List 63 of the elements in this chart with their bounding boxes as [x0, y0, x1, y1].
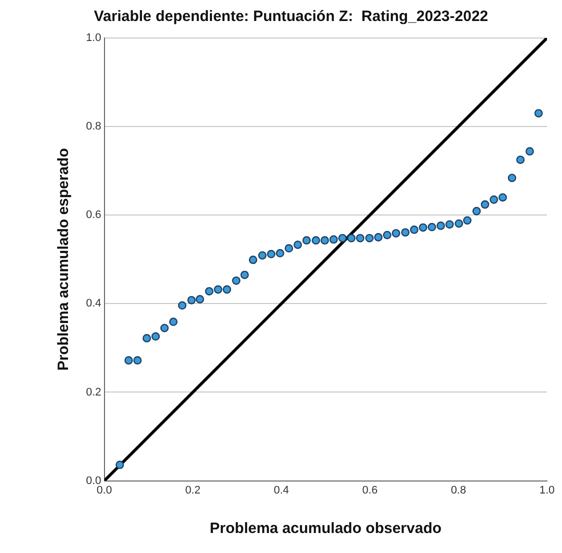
y-tick-label: 0.6 [86, 209, 102, 222]
point [365, 234, 374, 242]
point [382, 230, 392, 240]
point [418, 223, 428, 232]
point [401, 228, 410, 237]
point [151, 332, 160, 341]
point [428, 222, 436, 232]
y-tick-label: 0.4 [86, 298, 102, 310]
point [160, 324, 169, 332]
x-tick-label: 0.4 [274, 484, 290, 496]
point [472, 206, 481, 216]
y-tick-label: 0.0 [86, 474, 102, 487]
point [232, 276, 240, 285]
x-tick-label: 0.6 [362, 484, 378, 496]
point [258, 251, 267, 260]
point [498, 193, 507, 202]
x-tick-label: 0.0 [96, 484, 112, 496]
point [490, 195, 498, 204]
point [320, 236, 329, 245]
point [276, 249, 284, 258]
point [516, 156, 525, 164]
point [436, 222, 445, 230]
point [116, 460, 124, 470]
x-axis-title: Problema acumulado observado [210, 520, 442, 538]
point [374, 233, 383, 242]
point [169, 318, 178, 326]
point [329, 235, 338, 244]
y-tick-label: 0.8 [86, 120, 102, 133]
point [266, 250, 276, 258]
point [312, 236, 320, 245]
point [347, 234, 356, 242]
y-axis-title: Problema acumulado esperado [55, 148, 72, 371]
point [284, 244, 294, 253]
point [205, 287, 214, 296]
point [124, 356, 133, 365]
x-tick-label: 0.8 [450, 484, 466, 496]
point [454, 219, 464, 228]
point [302, 236, 311, 245]
y-tick-label: 1.0 [86, 32, 102, 44]
point [294, 240, 302, 249]
point [392, 229, 400, 238]
point [534, 109, 543, 118]
point [480, 200, 490, 209]
point [248, 256, 258, 264]
x-tick-label: 1.0 [539, 484, 555, 496]
point [222, 285, 232, 294]
point [196, 295, 204, 304]
point [142, 334, 151, 342]
point [410, 226, 418, 234]
point [133, 356, 142, 365]
chart-title: Variable dependiente: Puntuación Z: Rating_2023-2022 [94, 8, 488, 26]
point [187, 296, 196, 304]
point [214, 285, 222, 294]
point [463, 216, 472, 225]
point [356, 234, 364, 242]
point [338, 234, 347, 242]
point [445, 220, 454, 229]
x-tick-label: 0.2 [185, 484, 200, 496]
point [178, 301, 186, 310]
point [240, 270, 249, 280]
point [508, 174, 516, 182]
point [526, 147, 534, 156]
y-tick-label: 0.2 [86, 386, 102, 398]
